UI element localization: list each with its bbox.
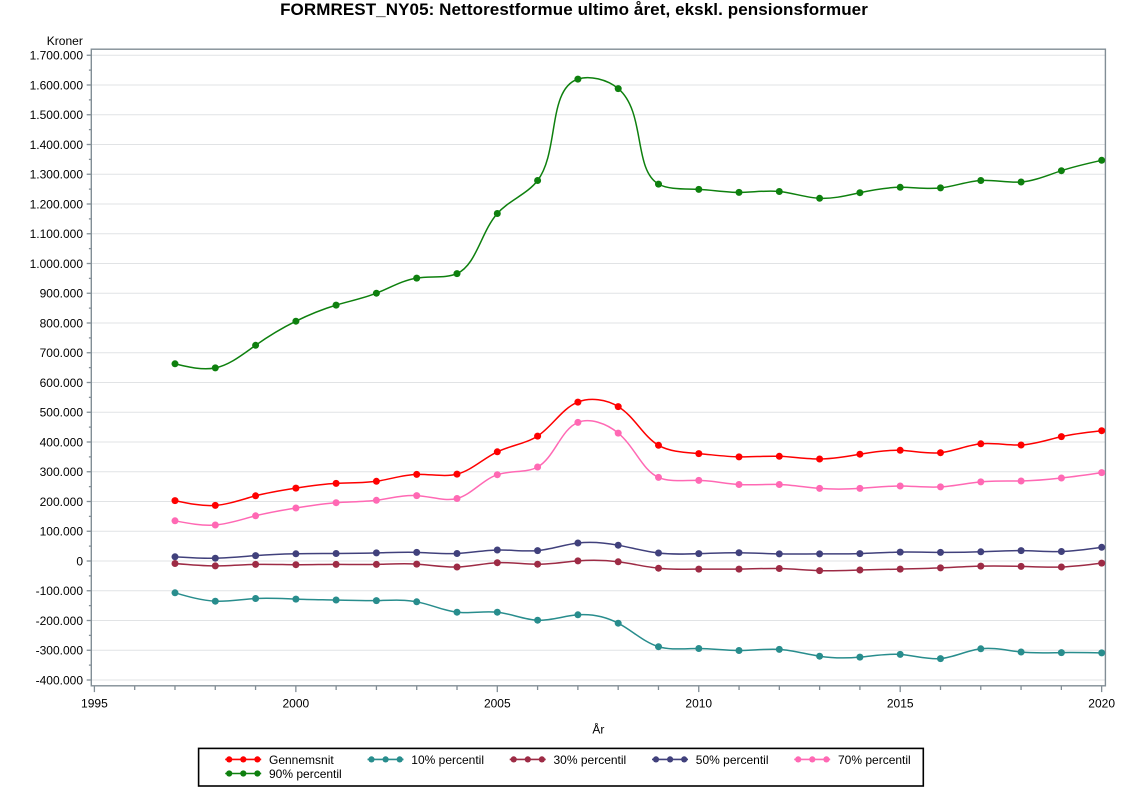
- svg-text:30% percentil: 30% percentil: [554, 753, 627, 767]
- svg-text:200.000: 200.000: [40, 495, 84, 509]
- svg-text:800.000: 800.000: [40, 316, 84, 330]
- svg-text:-300.000: -300.000: [36, 644, 84, 658]
- svg-text:År: År: [592, 722, 604, 737]
- svg-text:2010: 2010: [685, 697, 712, 711]
- svg-text:90% percentil: 90% percentil: [269, 767, 342, 781]
- svg-text:Gennemsnit: Gennemsnit: [269, 753, 334, 767]
- svg-text:1.400.000: 1.400.000: [30, 138, 84, 152]
- svg-text:1.600.000: 1.600.000: [30, 78, 84, 92]
- svg-text:900.000: 900.000: [40, 287, 84, 301]
- svg-text:400.000: 400.000: [40, 435, 84, 449]
- svg-text:1995: 1995: [81, 697, 108, 711]
- svg-text:600.000: 600.000: [40, 376, 84, 390]
- svg-text:Kroner: Kroner: [47, 34, 83, 48]
- svg-text:2015: 2015: [887, 697, 914, 711]
- svg-text:1.200.000: 1.200.000: [30, 197, 84, 211]
- svg-text:1.300.000: 1.300.000: [30, 168, 84, 182]
- svg-text:300.000: 300.000: [40, 465, 84, 479]
- svg-text:700.000: 700.000: [40, 346, 84, 360]
- svg-text:1.100.000: 1.100.000: [30, 227, 84, 241]
- svg-text:100.000: 100.000: [40, 525, 84, 539]
- svg-text:2000: 2000: [282, 697, 309, 711]
- svg-text:FORMREST_NY05: Nettorestformue: FORMREST_NY05: Nettorestformue ultimo år…: [280, 0, 868, 19]
- svg-text:-400.000: -400.000: [36, 673, 84, 687]
- svg-text:1.500.000: 1.500.000: [30, 108, 84, 122]
- svg-text:500.000: 500.000: [40, 406, 84, 420]
- svg-text:70% percentil: 70% percentil: [838, 753, 911, 767]
- svg-text:50% percentil: 50% percentil: [696, 753, 769, 767]
- svg-text:1.000.000: 1.000.000: [30, 257, 84, 271]
- svg-text:2020: 2020: [1088, 697, 1115, 711]
- svg-text:0: 0: [76, 554, 83, 568]
- svg-text:-200.000: -200.000: [36, 614, 84, 628]
- svg-text:10% percentil: 10% percentil: [411, 753, 484, 767]
- svg-text:1.700.000: 1.700.000: [30, 49, 84, 63]
- svg-text:2005: 2005: [484, 697, 511, 711]
- svg-text:-100.000: -100.000: [36, 584, 84, 598]
